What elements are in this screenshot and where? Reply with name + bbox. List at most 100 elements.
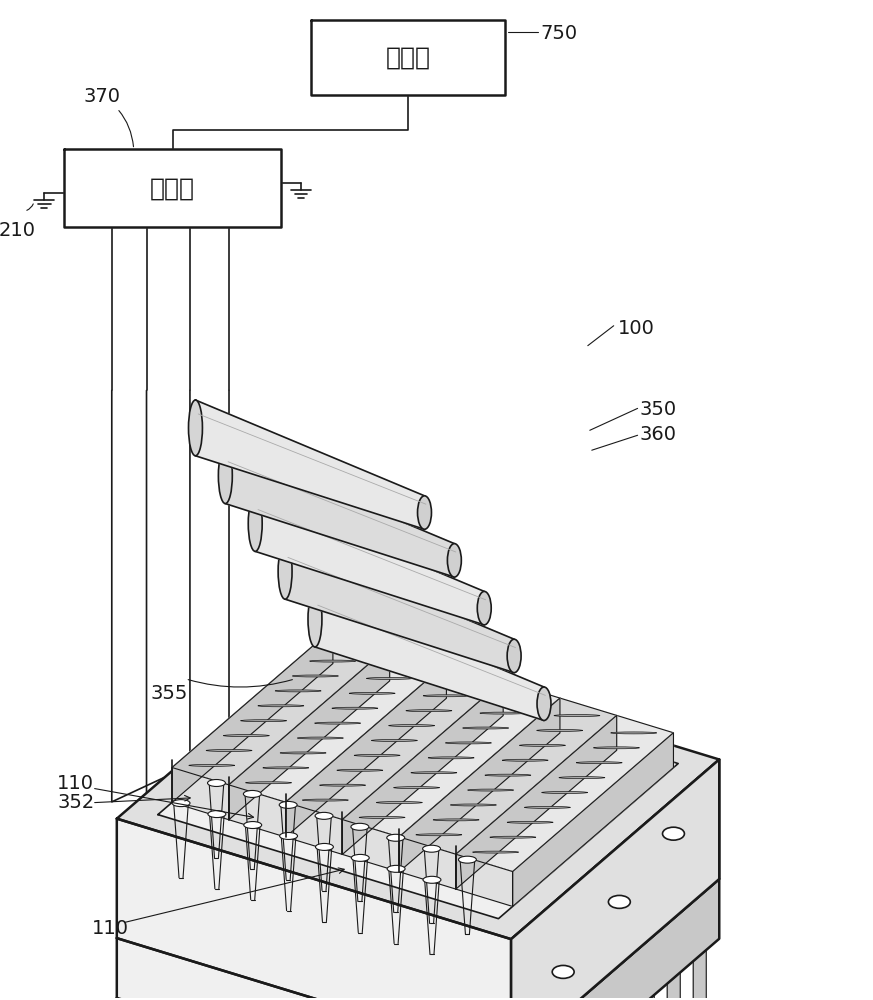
Ellipse shape xyxy=(525,806,570,808)
Text: 110: 110 xyxy=(92,919,129,938)
Ellipse shape xyxy=(447,544,461,577)
Ellipse shape xyxy=(189,400,203,456)
Polygon shape xyxy=(255,496,485,625)
Text: 110: 110 xyxy=(57,774,94,793)
Polygon shape xyxy=(342,681,503,854)
Text: 350: 350 xyxy=(640,400,677,419)
Ellipse shape xyxy=(423,845,441,852)
Ellipse shape xyxy=(298,737,343,739)
Text: 750: 750 xyxy=(540,24,577,43)
Ellipse shape xyxy=(351,854,369,861)
Polygon shape xyxy=(172,629,333,802)
Ellipse shape xyxy=(280,752,327,754)
Ellipse shape xyxy=(314,722,361,724)
Ellipse shape xyxy=(423,695,469,697)
Polygon shape xyxy=(311,20,505,95)
Ellipse shape xyxy=(315,843,333,850)
Ellipse shape xyxy=(478,591,491,625)
Ellipse shape xyxy=(507,821,553,823)
Polygon shape xyxy=(667,972,680,1000)
Ellipse shape xyxy=(208,811,226,818)
Text: 100: 100 xyxy=(618,319,655,338)
Polygon shape xyxy=(285,663,503,820)
Polygon shape xyxy=(399,698,616,854)
Polygon shape xyxy=(285,543,514,673)
Polygon shape xyxy=(456,854,512,906)
Ellipse shape xyxy=(507,639,521,673)
Ellipse shape xyxy=(349,692,395,694)
Ellipse shape xyxy=(553,965,574,978)
Ellipse shape xyxy=(554,715,600,717)
Ellipse shape xyxy=(383,663,430,665)
Polygon shape xyxy=(693,950,706,1000)
Ellipse shape xyxy=(608,895,630,908)
Ellipse shape xyxy=(445,742,491,744)
Polygon shape xyxy=(229,646,446,802)
Ellipse shape xyxy=(258,705,304,707)
Ellipse shape xyxy=(541,792,588,793)
Polygon shape xyxy=(64,149,281,227)
Polygon shape xyxy=(225,448,454,577)
Ellipse shape xyxy=(387,865,405,872)
Polygon shape xyxy=(342,681,560,837)
Ellipse shape xyxy=(611,732,656,734)
Polygon shape xyxy=(172,768,229,820)
Ellipse shape xyxy=(310,660,355,662)
Ellipse shape xyxy=(428,757,474,759)
Ellipse shape xyxy=(394,787,440,789)
Ellipse shape xyxy=(308,591,322,647)
Ellipse shape xyxy=(279,801,297,808)
Ellipse shape xyxy=(498,697,543,699)
Ellipse shape xyxy=(359,816,405,818)
Polygon shape xyxy=(342,820,399,872)
Polygon shape xyxy=(172,629,389,785)
Ellipse shape xyxy=(480,712,526,714)
Polygon shape xyxy=(117,938,511,1000)
Polygon shape xyxy=(511,760,719,1000)
Polygon shape xyxy=(117,819,511,1000)
Ellipse shape xyxy=(371,739,417,741)
Text: 355: 355 xyxy=(151,684,188,703)
Ellipse shape xyxy=(468,789,513,791)
Ellipse shape xyxy=(327,645,373,647)
Ellipse shape xyxy=(292,675,339,677)
Ellipse shape xyxy=(388,725,435,727)
Ellipse shape xyxy=(208,780,225,786)
Ellipse shape xyxy=(559,777,605,779)
Ellipse shape xyxy=(490,836,536,838)
Ellipse shape xyxy=(411,772,457,774)
Text: 370: 370 xyxy=(84,87,134,147)
Ellipse shape xyxy=(406,710,452,712)
Ellipse shape xyxy=(245,782,292,784)
Text: 360: 360 xyxy=(640,425,677,444)
Polygon shape xyxy=(315,591,544,720)
Ellipse shape xyxy=(433,819,479,821)
Ellipse shape xyxy=(244,790,261,797)
Polygon shape xyxy=(512,733,673,906)
Ellipse shape xyxy=(423,876,441,883)
Ellipse shape xyxy=(172,800,190,807)
Polygon shape xyxy=(158,659,678,919)
Ellipse shape xyxy=(189,764,235,766)
Ellipse shape xyxy=(387,834,405,841)
Polygon shape xyxy=(117,639,719,939)
Polygon shape xyxy=(285,663,446,837)
Ellipse shape xyxy=(223,735,270,737)
Polygon shape xyxy=(456,715,673,872)
Ellipse shape xyxy=(367,677,412,679)
Ellipse shape xyxy=(351,823,368,830)
Polygon shape xyxy=(285,802,342,854)
Ellipse shape xyxy=(263,767,309,769)
Ellipse shape xyxy=(320,784,366,786)
Polygon shape xyxy=(229,646,389,820)
Ellipse shape xyxy=(218,448,232,504)
Ellipse shape xyxy=(450,804,497,806)
Polygon shape xyxy=(456,715,616,889)
Ellipse shape xyxy=(485,774,531,776)
Ellipse shape xyxy=(463,727,509,729)
Ellipse shape xyxy=(458,856,477,863)
Ellipse shape xyxy=(663,827,684,840)
Ellipse shape xyxy=(332,707,378,709)
Ellipse shape xyxy=(441,680,486,682)
Ellipse shape xyxy=(337,769,383,771)
